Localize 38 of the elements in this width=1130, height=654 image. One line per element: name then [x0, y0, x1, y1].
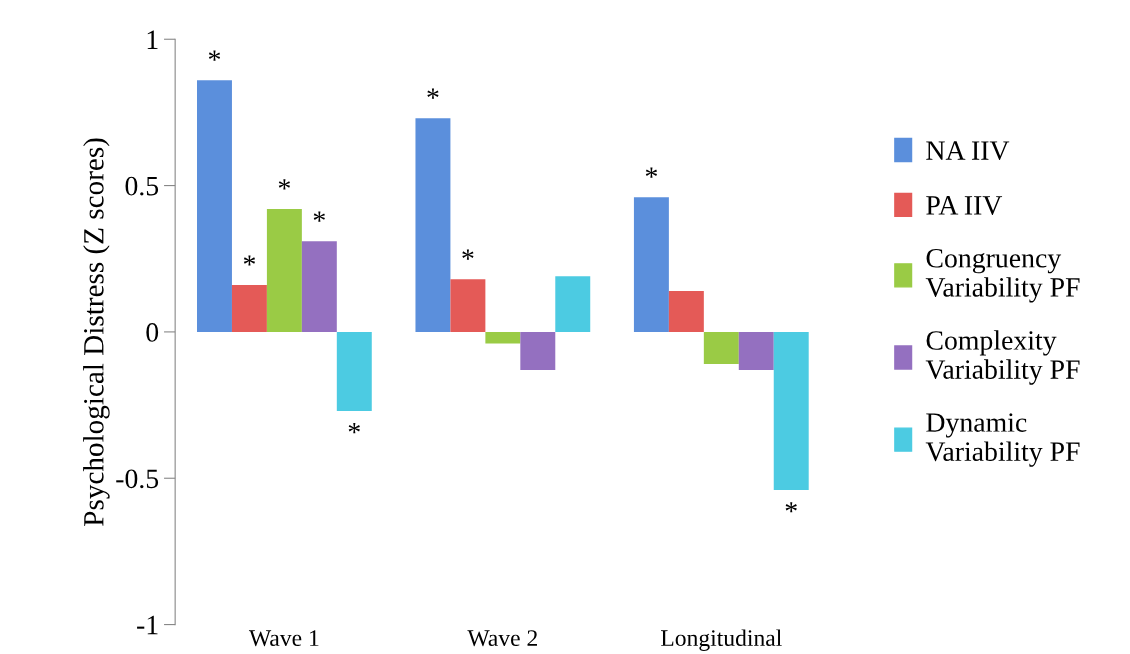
y-tick-label: 0.5 — [125, 176, 159, 196]
data-label: * — [645, 167, 658, 178]
bar — [301, 241, 337, 332]
legend-label: Congruency Variability PF — [925, 248, 1080, 303]
y-tick-label: 1 — [147, 30, 158, 49]
y-tick-label: -1 — [137, 615, 158, 635]
bar — [773, 331, 809, 490]
data-label: * — [427, 88, 439, 99]
bar — [555, 276, 591, 332]
y-tick-label: 0 — [146, 323, 159, 342]
x-tick-label: Longitudinal — [661, 629, 782, 651]
bar — [415, 118, 451, 332]
bar — [450, 279, 486, 332]
legend-label: Dynamic Variability PF — [925, 413, 1080, 467]
bar — [266, 208, 302, 332]
legend-label: Complexity Variability PF — [925, 330, 1080, 385]
bar — [703, 331, 739, 365]
legend-label: NA IIV — [926, 141, 1010, 161]
x-tick-label: Wave 2 — [467, 630, 537, 647]
data-label: * — [785, 502, 797, 513]
bar — [485, 331, 521, 344]
data-label: * — [348, 423, 360, 434]
x-tick-label: Wave 1 — [248, 630, 319, 647]
bar — [336, 331, 372, 411]
data-label: * — [208, 50, 221, 61]
data-label: * — [462, 249, 474, 260]
data-label: * — [278, 179, 290, 190]
legend-label: PA IIV — [926, 196, 1003, 215]
bar — [738, 331, 774, 370]
data-label: * — [313, 211, 325, 222]
bar — [231, 285, 267, 332]
y-tick-label: -0.5 — [116, 469, 159, 489]
data-label: * — [243, 255, 256, 266]
bar — [197, 80, 232, 332]
y-axis-title: Psychological Distress (Z scores) — [83, 138, 110, 526]
bar — [668, 290, 704, 332]
bar — [520, 331, 556, 370]
bar — [633, 197, 669, 332]
